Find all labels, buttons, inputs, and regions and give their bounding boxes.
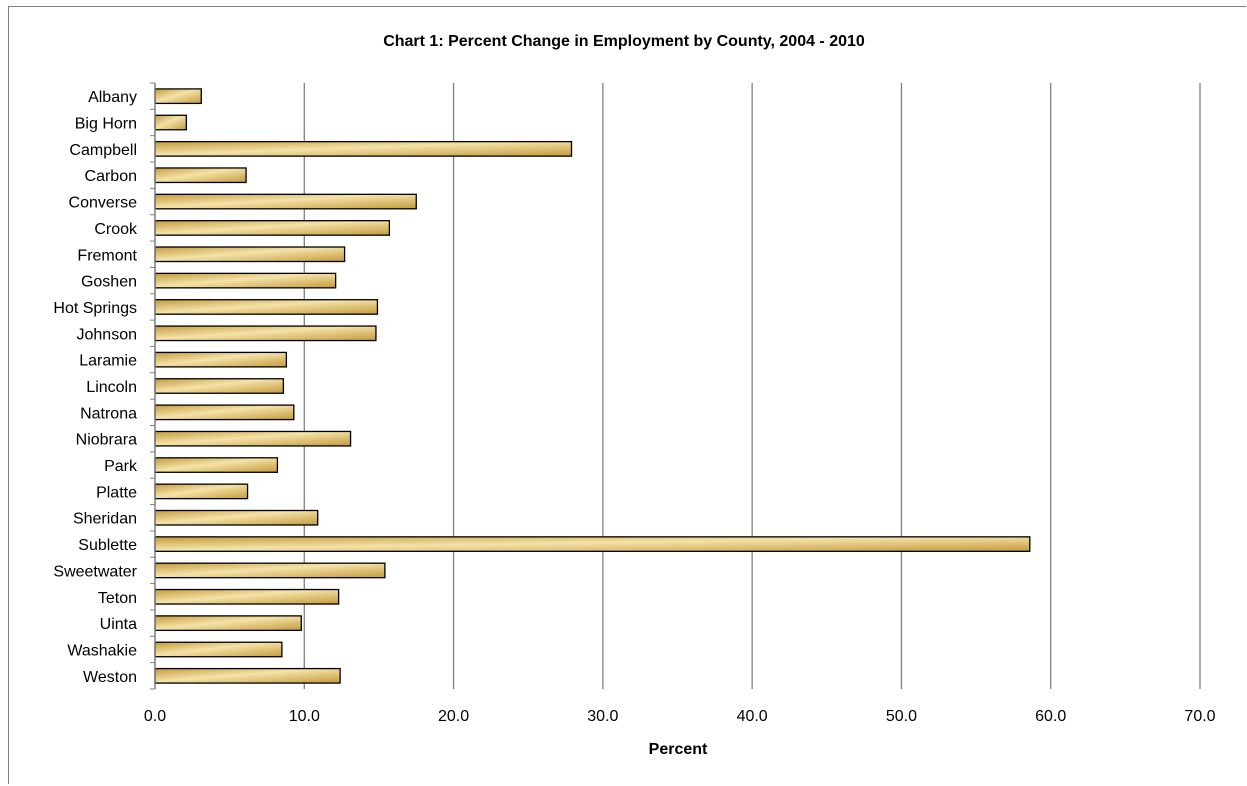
bar — [154, 299, 379, 315]
x-tick-label: 10.0 — [289, 708, 320, 725]
bar — [154, 167, 247, 184]
bar — [154, 378, 285, 394]
category-label: Park — [104, 458, 138, 475]
category-label: Washakie — [67, 642, 137, 659]
category-label: Fremont — [77, 247, 137, 264]
category-label: Carbon — [85, 168, 137, 185]
category-label: Platte — [96, 484, 137, 501]
bar — [154, 193, 417, 210]
bar — [154, 140, 573, 157]
bar — [154, 404, 295, 421]
category-label: Converse — [69, 195, 138, 212]
category-label: Campbell — [69, 142, 137, 159]
chart-title: Chart 1: Percent Change in Employment by… — [383, 33, 865, 50]
bar — [154, 220, 391, 236]
bar — [154, 325, 377, 342]
x-tick-label: 20.0 — [438, 708, 469, 725]
category-label: Sheridan — [73, 511, 137, 528]
category-label: Hot Springs — [53, 300, 137, 317]
bar — [154, 562, 386, 579]
chart-frame — [8, 6, 1246, 784]
category-label: Sweetwater — [53, 563, 137, 580]
category-labels: Albany Big Horn Campbell Carbon Converse Croo… — [53, 89, 138, 686]
bar — [154, 536, 1031, 552]
bar — [154, 483, 249, 500]
bar — [154, 615, 302, 632]
category-label: Teton — [98, 590, 137, 607]
x-tick-labels: 0.0 10.0 20.0 30.0 40.0 50.0 60.0 70.0 — [144, 708, 1216, 725]
category-label: Big Horn — [75, 116, 137, 133]
x-tick-label: 0.0 — [144, 708, 166, 725]
category-label: Johnson — [77, 326, 138, 343]
bar — [154, 509, 319, 526]
bar — [154, 641, 283, 658]
bar — [154, 430, 352, 447]
bar — [154, 457, 279, 473]
x-tick-label: 60.0 — [1035, 708, 1066, 725]
bar — [154, 588, 340, 605]
bar — [154, 667, 341, 684]
category-label: Crook — [94, 221, 138, 238]
x-tick-label: 30.0 — [587, 708, 618, 725]
x-axis-label: Percent — [649, 741, 708, 758]
category-label: Laramie — [79, 353, 137, 370]
bar — [154, 88, 202, 105]
bars — [154, 88, 1031, 684]
category-label: Lincoln — [86, 379, 137, 396]
category-label: Natrona — [80, 405, 137, 422]
category-label: Weston — [83, 669, 137, 686]
bar — [154, 272, 337, 289]
category-label: Goshen — [81, 274, 137, 291]
grid — [303, 83, 1201, 689]
bar — [154, 351, 288, 368]
bar — [154, 114, 188, 131]
x-tick-label: 50.0 — [886, 708, 917, 725]
x-tick-label: 70.0 — [1184, 708, 1215, 725]
category-label: Niobrara — [76, 432, 137, 449]
axes — [150, 82, 156, 690]
x-tick-label: 40.0 — [737, 708, 768, 725]
category-label: Uinta — [100, 616, 137, 633]
bar — [154, 246, 346, 263]
category-label: Albany — [88, 89, 137, 106]
category-label: Sublette — [78, 537, 137, 554]
